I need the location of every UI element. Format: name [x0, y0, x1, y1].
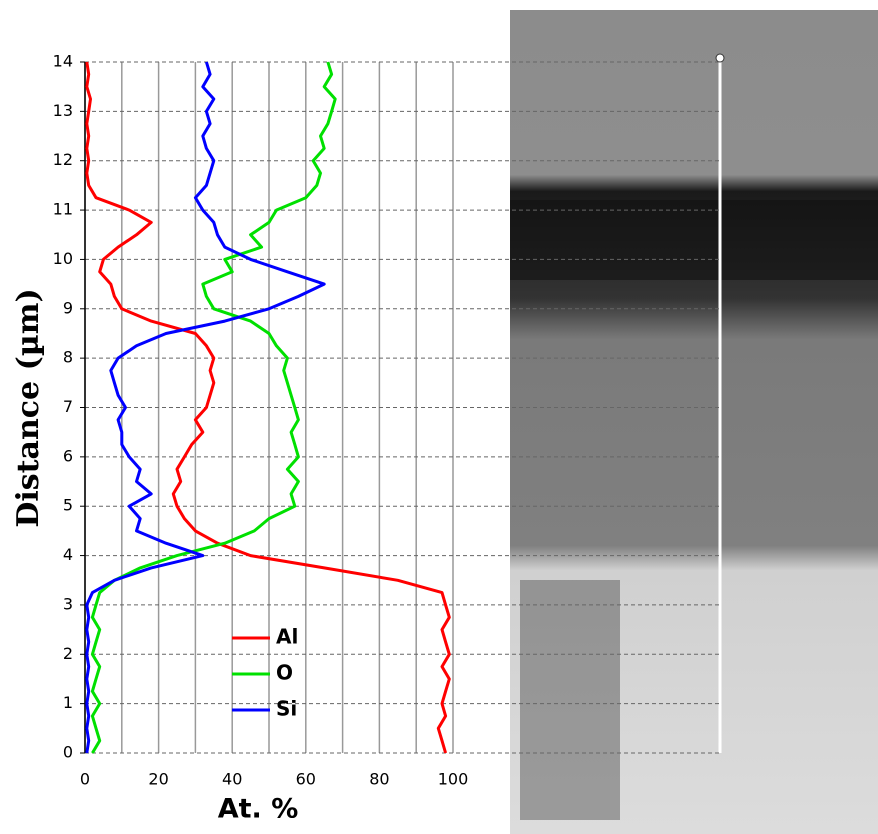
y-tick-label: 11: [53, 200, 73, 219]
y-tick-label: 12: [53, 150, 73, 169]
y-axis-title: Distance (µm): [11, 288, 46, 527]
sem-image: [510, 10, 878, 834]
y-tick-label: 6: [63, 446, 73, 465]
y-tick-label: 2: [63, 644, 73, 663]
y-tick-label: 1: [63, 693, 73, 712]
y-tick-label: 10: [53, 249, 73, 268]
y-tick-label: 8: [63, 348, 73, 367]
y-tick-label: 7: [63, 397, 73, 416]
legend-label: Al: [276, 625, 298, 649]
x-axis-title: At. %: [218, 794, 299, 825]
x-tick-label: 100: [438, 770, 469, 789]
x-tick-label: 0: [80, 770, 90, 789]
y-tick-label: 9: [63, 298, 73, 317]
x-tick-label: 40: [222, 770, 242, 789]
y-tick-label: 0: [63, 743, 73, 762]
data-line: [85, 61, 326, 754]
x-tick-label: 60: [296, 770, 316, 789]
data-line: [85, 61, 451, 754]
y-tick-label: 13: [53, 101, 73, 120]
x-tick-label: 80: [369, 770, 389, 789]
y-tick-label: 5: [63, 496, 73, 515]
legend-label: O: [276, 661, 293, 685]
x-tick-label: 20: [148, 770, 168, 789]
y-tick-label: 3: [63, 594, 73, 613]
legend-label: Si: [276, 697, 297, 721]
data-line: [90, 61, 337, 754]
y-tick-label: 4: [63, 545, 73, 564]
y-tick-label: 14: [53, 52, 73, 71]
